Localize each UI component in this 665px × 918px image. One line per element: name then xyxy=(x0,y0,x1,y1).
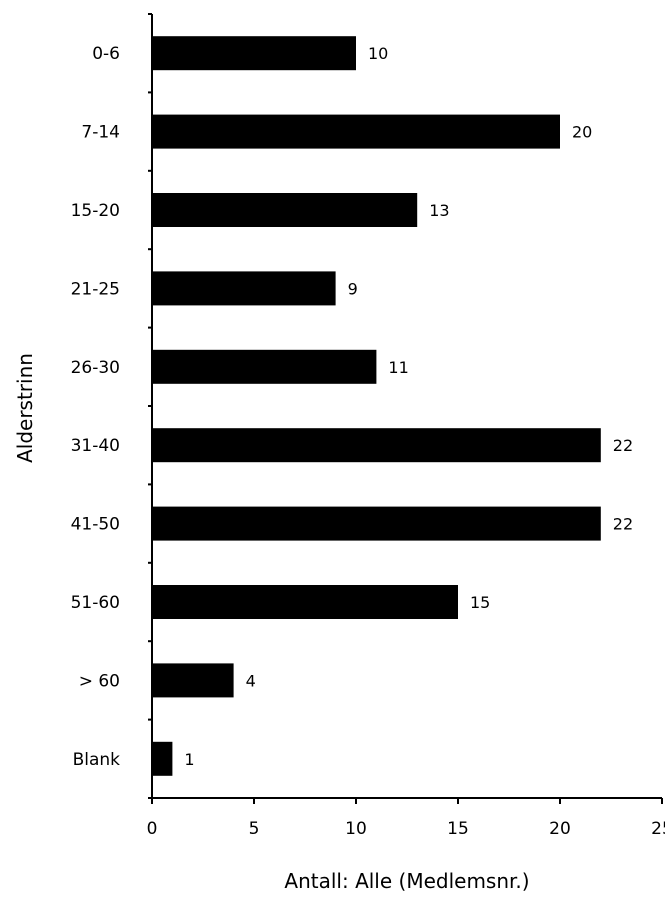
category-label: 31-40 xyxy=(71,436,120,456)
bar xyxy=(153,585,458,619)
data-label: 13 xyxy=(429,201,449,220)
category-label: 15-20 xyxy=(71,201,120,221)
category-label: Blank xyxy=(73,750,121,770)
x-axis-label: Antall: Alle (Medlemsnr.) xyxy=(284,869,529,893)
data-label: 9 xyxy=(348,279,358,298)
data-label: 10 xyxy=(368,44,388,63)
data-labels-group: 10 20 13 9 11 22 22 15 4 1 xyxy=(184,44,633,769)
category-label: 0-6 xyxy=(92,44,120,64)
category-label: 26-30 xyxy=(71,358,120,378)
bar xyxy=(153,428,601,463)
category-label: 21-25 xyxy=(71,279,120,299)
x-tick-label: 5 xyxy=(249,819,260,839)
x-tick-label: 15 xyxy=(447,819,469,839)
x-tick-label: 20 xyxy=(549,819,571,839)
data-label: 4 xyxy=(246,671,256,690)
x-tick-label: 25 xyxy=(651,819,665,839)
bar xyxy=(153,193,418,227)
category-label: 51-60 xyxy=(71,593,120,613)
bar xyxy=(153,36,356,71)
bar xyxy=(153,114,560,149)
category-labels-group: 0-6 7-14 15-20 21-25 26-30 31-40 41-50 51-60 > 6… xyxy=(71,44,121,770)
bars-group xyxy=(153,36,601,776)
bar xyxy=(153,663,234,698)
y-axis-label: Alderstrinn xyxy=(13,353,37,463)
data-label: 22 xyxy=(613,436,633,455)
x-tick-label: 0 xyxy=(147,819,158,839)
data-label: 11 xyxy=(388,358,408,377)
bar xyxy=(153,271,336,306)
category-label: 41-50 xyxy=(71,515,120,535)
data-label: 15 xyxy=(470,593,490,612)
category-label: > 60 xyxy=(79,671,120,691)
bar xyxy=(153,741,173,776)
data-label: 20 xyxy=(572,123,592,142)
bar xyxy=(153,506,601,541)
x-ticks-group: 0 5 10 15 20 25 xyxy=(147,798,665,839)
category-label: 7-14 xyxy=(81,123,120,143)
x-tick-label: 10 xyxy=(345,819,367,839)
data-label: 22 xyxy=(613,515,633,534)
data-label: 1 xyxy=(184,750,194,769)
bar xyxy=(153,349,377,384)
